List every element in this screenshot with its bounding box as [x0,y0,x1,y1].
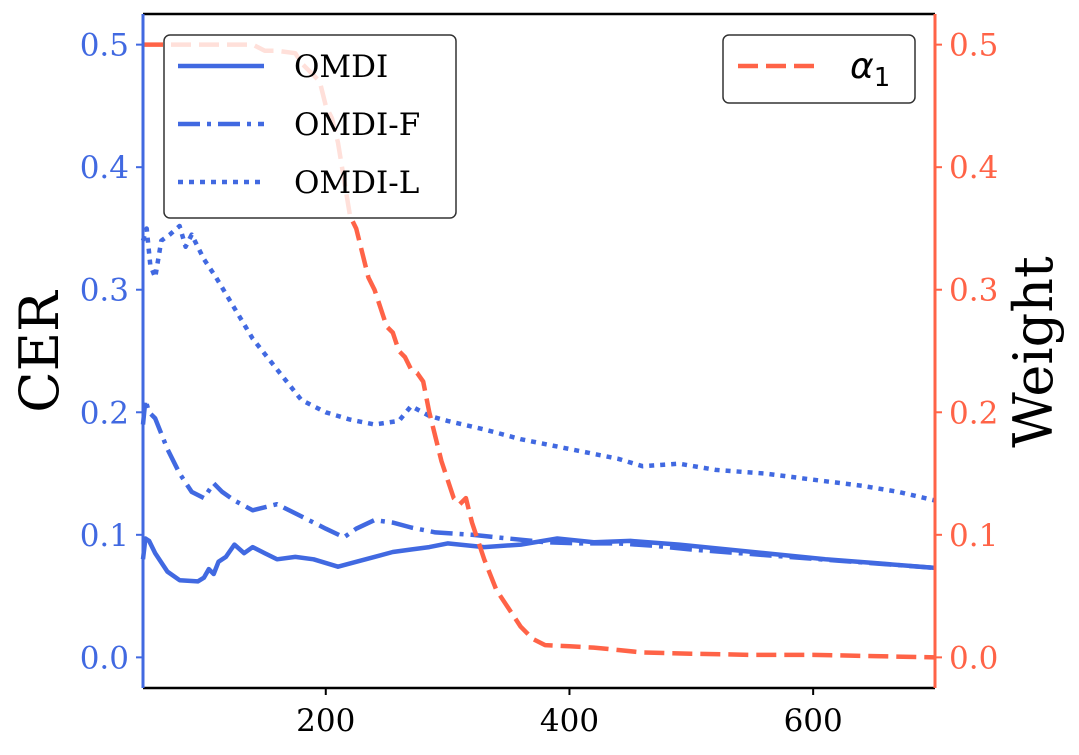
series-line-alpha1 [143,42,936,660]
x-tick-label: 400 [540,703,599,739]
y-tick-label-left: 0.3 [80,273,129,309]
legend-label-omdi-f: OMDI-F [294,107,420,143]
y-tick-label-left: 0.4 [80,150,129,186]
x-tick-label: 200 [296,703,355,739]
legend-box-left [163,34,457,219]
y-axis-label-right: Weight [1002,256,1065,448]
series-line-omdi-l [140,223,936,503]
y-tick-label-right: 0.2 [949,395,998,431]
legend-layer: OMDI OMDI-F OMDI-L α1 [163,34,916,219]
y-tick-label-right: 0.0 [949,640,998,676]
y-tick-label-right: 0.5 [949,28,998,64]
series-line-omdi [140,536,936,584]
y-tick-label-right: 0.3 [949,273,998,309]
y-tick-label-left: 0.2 [80,395,129,431]
y-tick-label-left: 0.5 [80,28,129,64]
axes-layer [141,12,937,690]
x-tick-label: 600 [784,703,843,739]
y-tick-label-left: 0.0 [80,640,129,676]
legend-label-omdi: OMDI [294,49,388,85]
legend-label-alpha1: α1 [850,46,890,93]
series-layer [140,42,936,660]
series-line-omdi-f [140,397,936,571]
ticks-layer: 0.0 0.1 0.2 0.3 0.4 0.5 0.0 0.1 0.2 0.3 0.4 0.5 200 4… [80,28,999,739]
y-tick-label-right: 0.1 [949,518,998,554]
y-tick-label-left: 0.1 [80,518,129,554]
legend-label-omdi-l: OMDI-L [294,165,419,201]
legend-box-right [722,34,916,104]
y-axis-label-left: CER [8,290,71,413]
y-tick-label-right: 0.4 [949,150,998,186]
